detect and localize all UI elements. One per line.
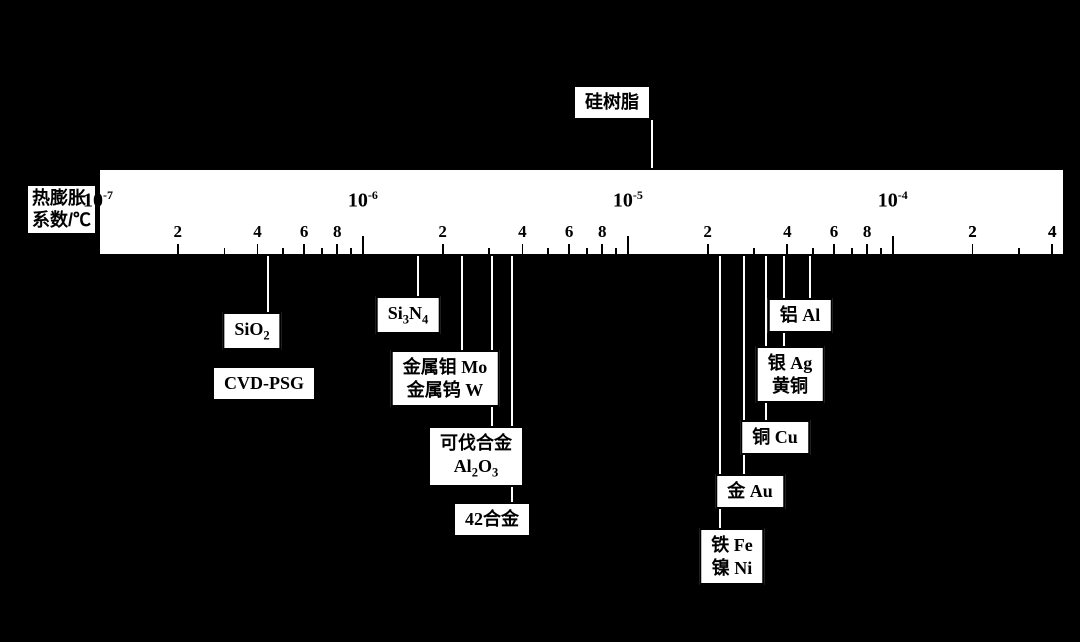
minor-tick-label: 4 [518, 222, 527, 242]
minor-tick-label: 2 [438, 222, 447, 242]
major-tick-label: 10-5 [613, 188, 643, 213]
cte-log-chart: 热膨胀 系数/℃ 硅树脂 SiO2Si3N4铝 AlCVD-PSG金属钼 Mo金… [0, 0, 1080, 642]
leader-line [417, 256, 419, 296]
minor-tick-label: 2 [174, 222, 183, 242]
minor-tick-label: 6 [830, 222, 839, 242]
material-box: 金属钼 Mo金属钨 W [391, 350, 500, 407]
leader-line [461, 256, 463, 350]
minor-tick-label: 2 [968, 222, 977, 242]
major-tick-label: 10-7 [83, 188, 113, 213]
log-scale-bar [98, 168, 1065, 256]
material-box: Si3N4 [376, 296, 441, 334]
leader-line [809, 256, 811, 298]
leader-line [267, 256, 269, 312]
material-box: CVD-PSG [212, 366, 316, 401]
minor-tick-label: 2 [703, 222, 712, 242]
major-tick-label: 10-6 [348, 188, 378, 213]
material-box: 银 Ag黄铜 [756, 346, 825, 403]
minor-tick-label: 6 [300, 222, 309, 242]
minor-tick-label: 8 [598, 222, 607, 242]
minor-tick-label: 8 [863, 222, 872, 242]
material-box: 42合金 [453, 502, 531, 537]
minor-tick-label: 6 [565, 222, 574, 242]
axis-label-line1: 热膨胀 [32, 188, 86, 208]
material-box: 金 Au [715, 474, 785, 509]
material-box: 铝 Al [768, 298, 833, 333]
material-box: 硅树脂 [573, 85, 651, 120]
material-box: 可伐合金Al2O3 [428, 426, 524, 487]
major-tick-label: 10-4 [878, 188, 908, 213]
material-box: 铜 Cu [740, 420, 810, 455]
material-box: 铁 Fe镍 Ni [699, 528, 764, 585]
material-box: SiO2 [222, 312, 281, 350]
leader-line [651, 120, 653, 168]
minor-tick-label: 8 [333, 222, 342, 242]
minor-tick-label: 4 [783, 222, 792, 242]
minor-tick-label: 4 [253, 222, 262, 242]
minor-tick-label: 4 [1048, 222, 1057, 242]
